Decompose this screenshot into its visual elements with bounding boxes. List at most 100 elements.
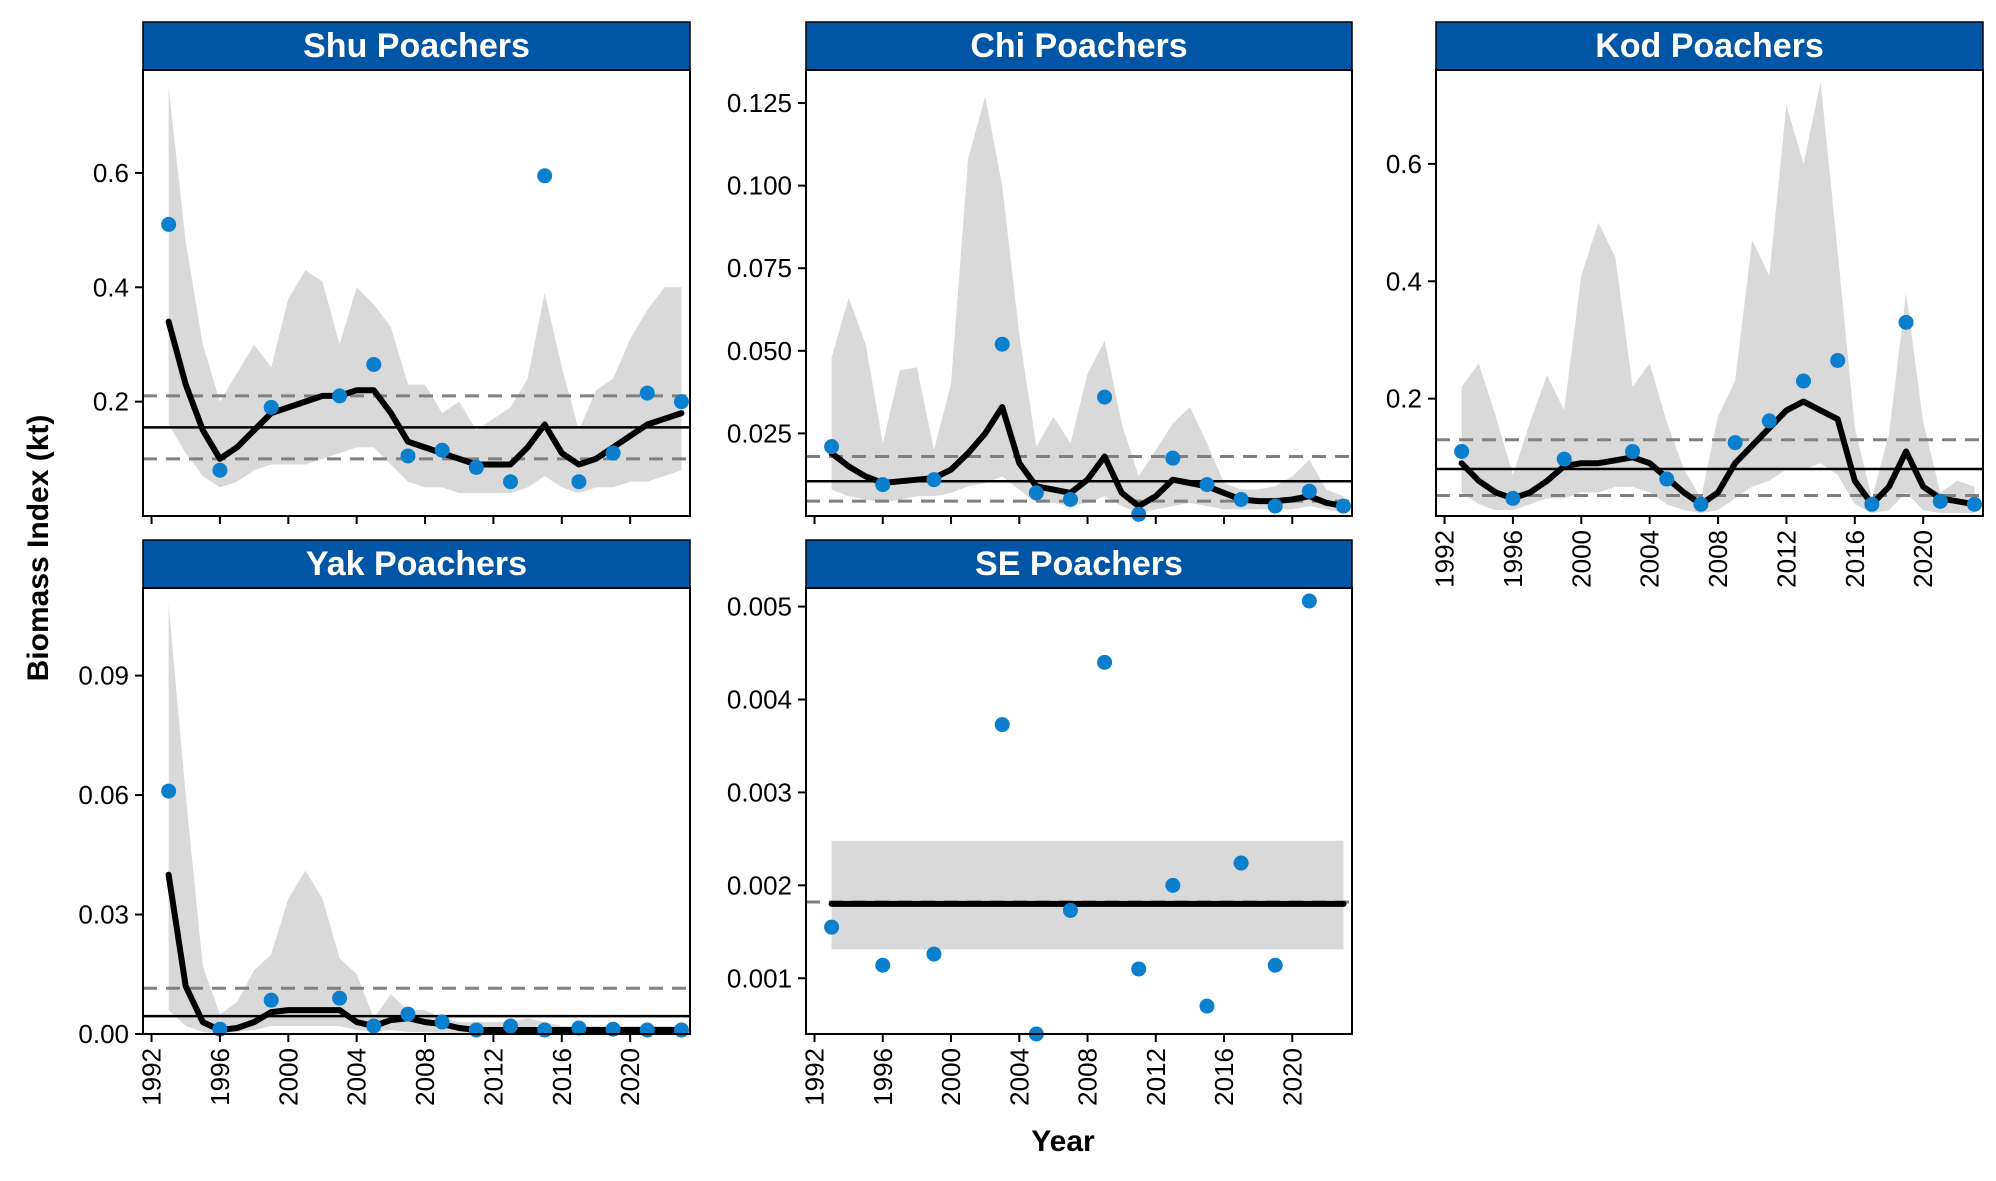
x-tick-label: 2000 <box>936 1048 966 1106</box>
panel-chi-poachers: Chi Poachers 0.025 0.050 0.075 0.100 0.125 <box>727 21 1353 524</box>
panel-border <box>805 587 1353 1035</box>
survey-data-point <box>1028 485 1044 501</box>
y-axis-label: Biomass Index (kt) <box>22 415 55 682</box>
x-tick-label: 1992 <box>1430 530 1460 588</box>
panel-strip <box>142 539 691 589</box>
panel-title: Yak Poachers <box>306 545 527 583</box>
panel-kod-poachers: Kod Poachers 0.2 0.4 0.6 1992 1996 2000 2004 200… <box>1386 21 1984 588</box>
survey-data-point <box>400 448 416 464</box>
y-tick-label: 0.4 <box>1386 266 1422 296</box>
survey-data-point <box>161 216 177 232</box>
x-tick-label: 2008 <box>1073 1048 1103 1106</box>
model-fit-line <box>165 871 685 1033</box>
survey-data-point <box>994 717 1010 733</box>
confidence-ribbon <box>168 87 682 494</box>
panel-se-poachers: SE Poachers 0.001 0.002 0.003 0.004 0.005 1992… <box>727 539 1353 1106</box>
survey-data-point <box>605 445 621 461</box>
x-axis-label: Year <box>1031 1125 1095 1158</box>
survey-data-point <box>366 1018 382 1034</box>
y-tick-label: 0.00 <box>78 1019 129 1049</box>
y-tick-label: 0.002 <box>727 870 792 900</box>
survey-data-point <box>1301 483 1317 499</box>
survey-data-point <box>212 1021 228 1037</box>
survey-data-point <box>571 474 587 490</box>
panel-border <box>142 69 691 517</box>
survey-data-point <box>1097 654 1113 670</box>
panel-yak-poachers: Yak Poachers 0.00 0.03 0.06 0.09 1992 1996 2000… <box>78 539 691 1106</box>
y-tick-label: 0.100 <box>727 171 792 201</box>
survey-data-point <box>994 336 1010 352</box>
survey-data-point <box>1062 491 1078 507</box>
plot-area <box>806 840 1352 950</box>
x-tick-label: 2020 <box>615 1048 645 1106</box>
panel-shu-poachers: Shu Poachers 0.2 0.4 0.6 <box>93 21 691 524</box>
panel-strip <box>1435 21 1984 71</box>
panel-title: Kod Poachers <box>1595 27 1824 65</box>
model-fit-line <box>165 318 685 468</box>
y-tick-label: 0.4 <box>93 272 129 302</box>
panel-strip <box>805 539 1353 589</box>
survey-data-point <box>571 1020 587 1036</box>
survey-data-point <box>639 385 655 401</box>
x-tick-label: 2008 <box>1703 530 1733 588</box>
x-tick-label: 2012 <box>478 1048 508 1106</box>
survey-data-point <box>673 1022 689 1038</box>
survey-data-point <box>434 1014 450 1030</box>
x-tick-label: 2016 <box>547 1048 577 1106</box>
y-tick-label: 0.125 <box>727 88 792 118</box>
survey-data-point <box>263 992 279 1008</box>
y-tick-label: 0.6 <box>93 158 129 188</box>
y-tick-label: 0.003 <box>727 777 792 807</box>
plot-area <box>143 603 690 1034</box>
x-tick-label: 2000 <box>273 1048 303 1106</box>
y-tick-label: 0.004 <box>727 685 792 715</box>
survey-data-point <box>537 1022 553 1038</box>
survey-data-point <box>1233 491 1249 507</box>
survey-data-point <box>1233 855 1249 871</box>
x-tick-label: 1996 <box>868 1048 898 1106</box>
survey-data-point <box>1267 498 1283 514</box>
survey-data-point <box>161 783 177 799</box>
survey-data-point <box>1097 389 1113 405</box>
y-tick-label: 0.06 <box>78 780 129 810</box>
y-axis-title: Biomass Index (kt) <box>22 415 55 682</box>
survey-data-point <box>1131 506 1147 522</box>
survey-data-point <box>1556 451 1572 467</box>
survey-data-point <box>639 1022 655 1038</box>
y-tick-label: 0.09 <box>78 661 129 691</box>
y-tick-label: 0.6 <box>1386 149 1422 179</box>
survey-data-point <box>1301 593 1317 609</box>
survey-data-point <box>1898 314 1914 330</box>
panel-border <box>142 587 691 1035</box>
survey-data-point <box>1131 961 1147 977</box>
plot-area <box>143 87 690 494</box>
survey-data-point <box>1165 450 1181 466</box>
survey-data-point <box>824 919 840 935</box>
survey-data-point <box>1505 490 1521 506</box>
survey-data-point <box>875 477 891 493</box>
model-fit-line <box>1458 398 1978 508</box>
y-tick-label: 0.005 <box>727 592 792 622</box>
x-tick-label: 1992 <box>800 1048 830 1106</box>
confidence-ribbon <box>831 840 1344 950</box>
x-tick-label: 2008 <box>410 1048 440 1106</box>
y-tick-label: 0.2 <box>93 387 129 417</box>
survey-data-point <box>537 168 553 184</box>
survey-data-point <box>263 399 279 415</box>
x-tick-label: 2004 <box>342 1048 372 1106</box>
x-tick-label: 2020 <box>1277 1048 1307 1106</box>
survey-data-point <box>1966 496 1982 512</box>
x-tick-label: 2012 <box>1771 530 1801 588</box>
survey-data-point <box>1659 471 1675 487</box>
y-tick-label: 0.2 <box>1386 384 1422 414</box>
confidence-ribbon <box>831 96 1344 513</box>
survey-data-point <box>1165 877 1181 893</box>
survey-data-point <box>1454 443 1470 459</box>
survey-data-point <box>926 946 942 962</box>
plot-area <box>806 96 1352 513</box>
survey-data-point <box>1693 496 1709 512</box>
survey-data-point <box>1199 998 1215 1014</box>
survey-data-point <box>926 472 942 488</box>
survey-data-point <box>366 356 382 372</box>
panel-border <box>805 69 1353 517</box>
